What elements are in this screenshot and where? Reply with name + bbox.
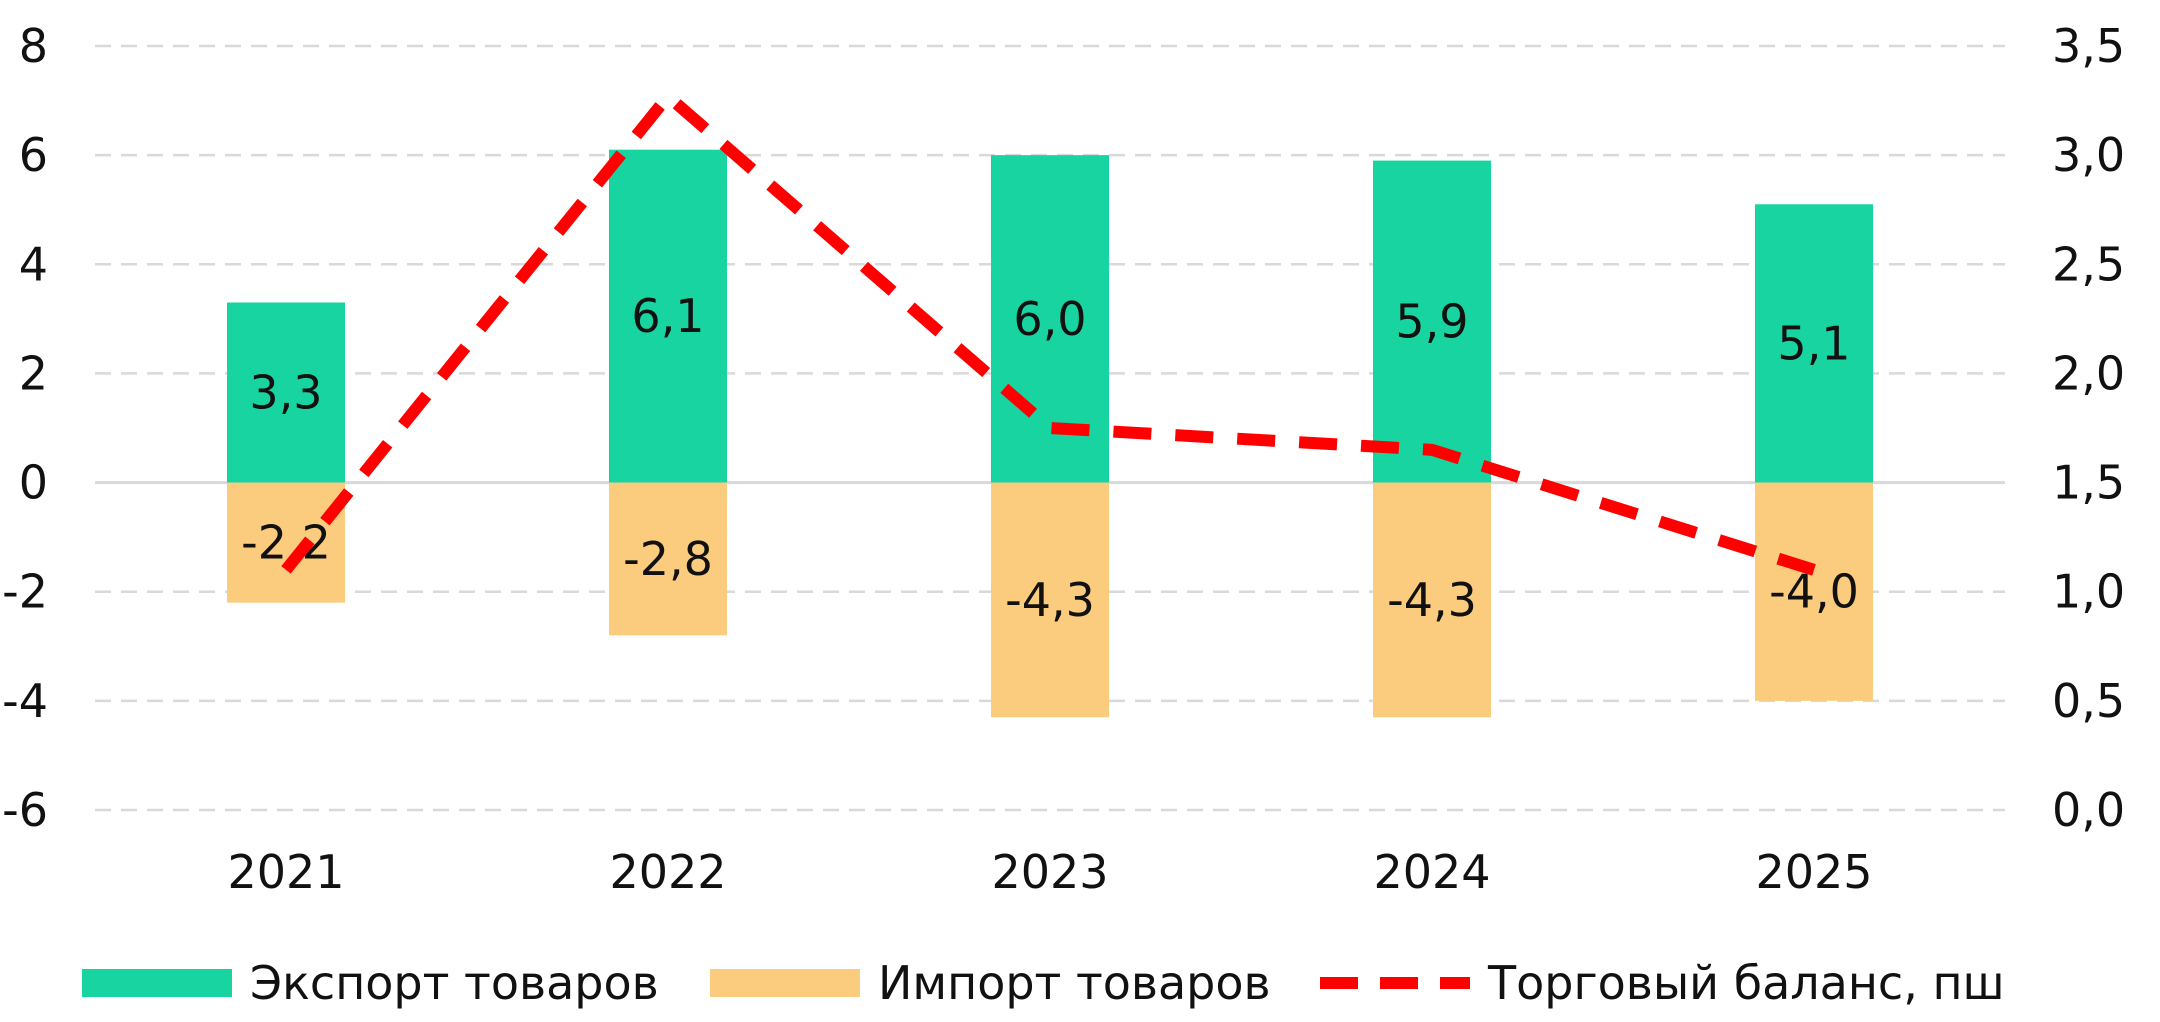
bar-export <box>1373 160 1491 483</box>
data-label-export: 3,3 <box>249 366 322 420</box>
x-axis: 2021 2022 2023 2024 2025 <box>227 845 1872 899</box>
labels-layer: 3,36,1 6,0 5,9 5,1-2,2 -2,8-4,3 -4,3 -4,0 <box>241 289 1859 627</box>
bar-import <box>227 482 345 603</box>
left-axis: -6 -4 -2 0 2 4 6 8 <box>2 19 48 837</box>
y-left-tick-label: -4 <box>2 674 48 728</box>
y-left-tick-label: 2 <box>19 346 48 400</box>
legend-label-import: Импорт товаров <box>878 956 1271 1010</box>
data-label-import: -2,8 <box>623 532 713 586</box>
y-left-tick-label: 0 <box>19 456 48 510</box>
x-tick-label: 2023 <box>991 845 1108 899</box>
data-label-import: -4,0 <box>1769 565 1859 619</box>
data-label-import: -4,3 <box>1005 573 1095 627</box>
bar-export <box>609 149 727 483</box>
data-label-export: 5,9 <box>1395 295 1468 349</box>
legend-swatch-import <box>710 969 860 997</box>
y-left-tick-label: 4 <box>19 237 48 291</box>
y-left-tick-label: -2 <box>2 565 48 619</box>
legend-swatch-export <box>82 969 232 997</box>
y-left-tick-label: -6 <box>2 783 48 837</box>
bar-import <box>1755 482 1873 701</box>
y-left-tick-label: 8 <box>19 19 48 73</box>
bar-export <box>1755 204 1873 483</box>
y-right-tick-label: 3,5 <box>2052 19 2125 73</box>
legend-label-balance: Торговый баланс, пш <box>1487 956 2005 1010</box>
x-tick-label: 2024 <box>1373 845 1490 899</box>
y-right-tick-label: 0,5 <box>2052 674 2125 728</box>
x-tick-label: 2022 <box>609 845 726 899</box>
data-label-export: 6,0 <box>1013 292 1086 346</box>
bar-export <box>227 302 345 483</box>
data-label-export: 5,1 <box>1777 316 1850 370</box>
balance-line <box>281 90 1816 576</box>
data-label-import: -4,3 <box>1387 573 1477 627</box>
bar-import <box>609 482 727 636</box>
line-layer <box>281 90 1816 576</box>
y-right-tick-label: 1,5 <box>2052 456 2125 510</box>
bars-layer <box>227 149 1873 718</box>
y-right-tick-label: 2,0 <box>2052 346 2125 400</box>
bar-import <box>991 482 1109 718</box>
y-left-tick-label: 6 <box>19 128 48 182</box>
y-right-tick-label: 0,0 <box>2052 783 2125 837</box>
y-right-tick-label: 3,0 <box>2052 128 2125 182</box>
bar-import <box>1373 482 1491 718</box>
y-right-tick-label: 1,0 <box>2052 565 2125 619</box>
x-tick-label: 2025 <box>1755 845 1872 899</box>
balance-point <box>668 96 669 97</box>
legend: Экспорт товаров Импорт товаров Торговый … <box>82 956 2005 1010</box>
right-axis: 0,0 0,5 1,0 1,5 2,0 2,5 3,0 3,5 <box>2052 19 2125 837</box>
y-right-tick-label: 2,5 <box>2052 237 2125 291</box>
legend-label-export: Экспорт товаров <box>250 956 659 1010</box>
x-tick-label: 2021 <box>227 845 344 899</box>
data-label-export: 6,1 <box>631 289 704 343</box>
